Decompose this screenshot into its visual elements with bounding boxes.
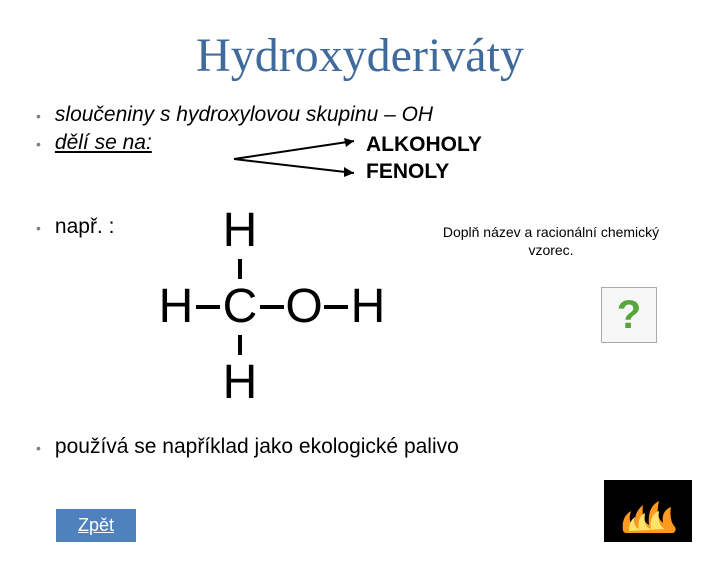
bullet-dot-icon: • xyxy=(36,440,41,456)
example-label: např. : xyxy=(55,215,115,239)
flame-icon xyxy=(613,487,683,535)
split-label: dělí se na: xyxy=(55,131,152,155)
bond-vertical-icon xyxy=(238,335,242,355)
bullet-dot-icon: • xyxy=(36,108,41,124)
question-hint-button[interactable]: ? xyxy=(601,287,657,343)
split-arrow-icon xyxy=(224,137,364,181)
question-mark-icon: ? xyxy=(617,293,641,338)
bullet-dot-icon: • xyxy=(36,136,41,152)
bond-horizontal-icon xyxy=(196,305,220,309)
bond-horizontal-icon xyxy=(260,305,284,309)
fire-image xyxy=(604,480,692,542)
bullet-compounds: • sloučeniny s hydroxylovou skupinu – OH xyxy=(36,103,720,127)
bond-horizontal-icon xyxy=(324,305,348,309)
bullet-usage: • používá se například jako ekologické p… xyxy=(36,435,720,459)
bullet-split: • dělí se na: ALKOHOLY FENOLY xyxy=(36,131,720,155)
bullet-example: • např. : H H O H H xyxy=(36,215,720,239)
page-title: Hydroxyderiváty xyxy=(0,28,720,83)
type-phenols: FENOLY xyxy=(366,158,482,185)
types-column: ALKOHOLY FENOLY xyxy=(366,131,482,186)
chemical-structure: H H O H H C O xyxy=(156,203,388,411)
type-alcohols: ALKOHOLY xyxy=(366,131,482,158)
atom-h-top: H xyxy=(220,207,260,255)
atom-h-left: H xyxy=(156,283,196,331)
atom-h-right: H xyxy=(348,283,388,331)
bullet-text-compounds: sloučeniny s hydroxylovou skupinu – OH xyxy=(55,103,433,127)
atom-h-bottom: H xyxy=(220,359,260,407)
atom-c: C xyxy=(220,283,260,331)
back-button[interactable]: Zpět xyxy=(56,509,136,542)
usage-text: používá se například jako ekologické pal… xyxy=(55,435,459,459)
content-area: • sloučeniny s hydroxylovou skupinu – OH… xyxy=(0,103,720,459)
bond-vertical-icon xyxy=(238,259,242,279)
bullet-dot-icon: • xyxy=(36,220,41,236)
atom-o: O xyxy=(284,283,324,331)
instruction-text: Doplň název a racionální chemický vzorec… xyxy=(436,223,666,259)
